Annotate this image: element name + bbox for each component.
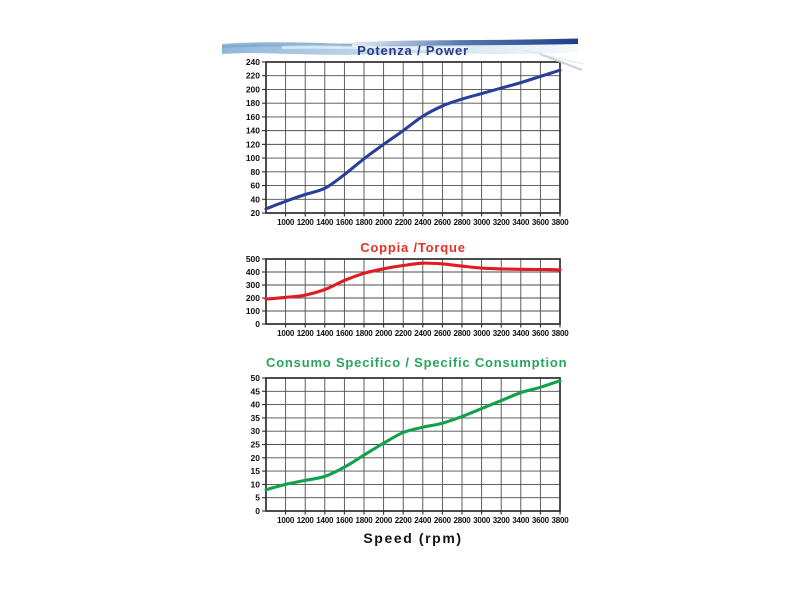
torque-chart-title: Coppia /Torque	[360, 240, 466, 255]
svg-text:25: 25	[251, 440, 261, 450]
svg-text:2400: 2400	[414, 329, 432, 338]
power-chart-title: Potenza / Power	[357, 43, 469, 58]
svg-text:1200: 1200	[297, 516, 315, 525]
svg-text:3800: 3800	[552, 329, 570, 338]
svg-text:3200: 3200	[493, 516, 511, 525]
svg-text:2800: 2800	[454, 329, 472, 338]
svg-text:3000: 3000	[473, 329, 491, 338]
svg-text:2800: 2800	[454, 218, 472, 227]
svg-text:400: 400	[246, 267, 260, 277]
svg-text:1600: 1600	[336, 329, 354, 338]
consumption-chart: 1000 1200 1400 1600 1800 2000 2200 2400 2600 2800…	[251, 373, 570, 525]
svg-text:3400: 3400	[512, 218, 530, 227]
svg-text:10: 10	[251, 479, 261, 489]
svg-text:80: 80	[251, 167, 261, 177]
svg-text:50: 50	[251, 373, 261, 383]
svg-text:240: 240	[246, 57, 260, 67]
svg-text:3000: 3000	[473, 218, 491, 227]
svg-text:3800: 3800	[552, 516, 570, 525]
svg-text:1000: 1000	[277, 218, 295, 227]
svg-text:1800: 1800	[356, 329, 374, 338]
svg-text:1200: 1200	[297, 329, 315, 338]
svg-text:500: 500	[246, 254, 260, 264]
header-swoosh-graphic	[222, 38, 585, 72]
svg-text:3400: 3400	[512, 329, 530, 338]
svg-text:3800: 3800	[552, 218, 570, 227]
power-chart: 1000 1200 1400 1600 1800 2000 2200 2400 2600 2800…	[246, 57, 570, 227]
svg-text:0: 0	[255, 319, 260, 329]
svg-text:20: 20	[251, 208, 261, 218]
svg-text:20: 20	[251, 453, 261, 463]
svg-text:180: 180	[246, 98, 260, 108]
svg-text:200: 200	[246, 84, 260, 94]
svg-text:2000: 2000	[375, 329, 393, 338]
swoosh-diagonal-streak	[539, 52, 583, 72]
swoosh-white-wisp	[282, 45, 467, 51]
svg-text:40: 40	[251, 400, 261, 410]
svg-text:2600: 2600	[434, 218, 452, 227]
svg-text:1800: 1800	[356, 218, 374, 227]
svg-text:2600: 2600	[434, 516, 452, 525]
svg-text:3000: 3000	[473, 516, 491, 525]
svg-text:1000: 1000	[277, 516, 295, 525]
svg-text:40: 40	[251, 194, 261, 204]
svg-text:2400: 2400	[414, 516, 432, 525]
svg-text:2000: 2000	[375, 516, 393, 525]
svg-text:2800: 2800	[454, 516, 472, 525]
svg-text:30: 30	[251, 426, 261, 436]
svg-text:160: 160	[246, 112, 260, 122]
swoosh-diagonal-streak-faint	[521, 49, 585, 65]
svg-text:45: 45	[251, 386, 261, 396]
svg-text:200: 200	[246, 293, 260, 303]
svg-text:2200: 2200	[395, 218, 413, 227]
swoosh-dark-streak	[342, 38, 578, 47]
svg-text:3600: 3600	[532, 516, 550, 525]
svg-text:3200: 3200	[493, 218, 511, 227]
consumption-chart-title: Consumo Specifico / Specific Consumption	[266, 355, 568, 370]
svg-text:2000: 2000	[375, 218, 393, 227]
svg-text:1400: 1400	[316, 516, 334, 525]
svg-text:1800: 1800	[356, 516, 374, 525]
torque-chart: 1000 1200 1400 1600 1800 2000 2200 2400 2600 2800…	[246, 254, 570, 338]
svg-text:2400: 2400	[414, 218, 432, 227]
svg-text:35: 35	[251, 413, 261, 423]
svg-text:1200: 1200	[297, 218, 315, 227]
svg-text:1000: 1000	[277, 329, 295, 338]
svg-text:15: 15	[251, 466, 261, 476]
svg-text:140: 140	[246, 126, 260, 136]
svg-text:0: 0	[255, 506, 260, 516]
svg-text:220: 220	[246, 71, 260, 81]
svg-text:2200: 2200	[395, 329, 413, 338]
svg-text:1600: 1600	[336, 516, 354, 525]
svg-text:120: 120	[246, 139, 260, 149]
svg-text:2200: 2200	[395, 516, 413, 525]
svg-text:1600: 1600	[336, 218, 354, 227]
swoosh-left-streak	[222, 42, 352, 48]
svg-text:3600: 3600	[532, 218, 550, 227]
svg-text:2600: 2600	[434, 329, 452, 338]
svg-text:3600: 3600	[532, 329, 550, 338]
svg-text:300: 300	[246, 280, 260, 290]
x-axis-title: Speed (rpm)	[363, 530, 463, 546]
svg-text:1400: 1400	[316, 218, 334, 227]
svg-text:3200: 3200	[493, 329, 511, 338]
svg-text:100: 100	[246, 306, 260, 316]
svg-text:100: 100	[246, 153, 260, 163]
svg-text:1400: 1400	[316, 329, 334, 338]
svg-text:5: 5	[255, 493, 260, 503]
svg-text:3400: 3400	[512, 516, 530, 525]
svg-text:60: 60	[251, 181, 261, 191]
